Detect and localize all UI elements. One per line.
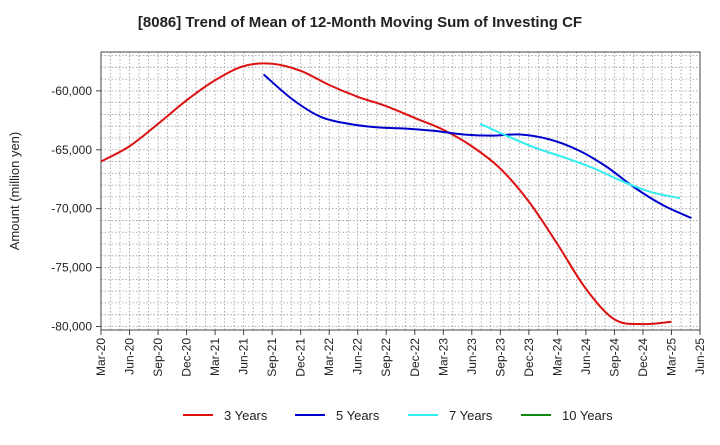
x-tick-label: Jun-20 — [123, 338, 137, 375]
x-tick-label: Dec-21 — [294, 338, 308, 377]
x-tick-label: Mar-24 — [550, 338, 564, 376]
x-tick-label: Mar-25 — [664, 338, 678, 376]
x-tick-label: Dec-20 — [180, 338, 194, 377]
series-line-5-years — [262, 73, 692, 220]
legend-label: 3 Years — [224, 408, 268, 423]
x-tick-label: Sep-23 — [493, 338, 507, 377]
x-tick-label: Sep-20 — [151, 338, 165, 377]
x-tick-label: Mar-23 — [436, 338, 450, 376]
legend-label: 7 Years — [449, 408, 493, 423]
x-tick-label: Dec-24 — [636, 338, 650, 377]
x-tick-label: Sep-21 — [265, 338, 279, 377]
x-tick-label: Sep-22 — [379, 338, 393, 377]
x-tick-label: Mar-22 — [322, 338, 336, 376]
x-tick-label: Jun-21 — [237, 338, 251, 375]
x-tick-label: Dec-23 — [522, 338, 536, 377]
y-axis-label: Amount (million yen) — [7, 132, 22, 251]
x-tick-label: Jun-23 — [465, 338, 479, 375]
series-line-7-years — [479, 122, 681, 200]
x-tick-label: Jun-25 — [693, 338, 707, 375]
y-tick-label: -80,000 — [51, 319, 92, 333]
x-tick-label: Jun-22 — [351, 338, 365, 375]
plot-area — [101, 52, 700, 330]
x-tick-label: Jun-24 — [579, 338, 593, 375]
series-line-3-years — [100, 62, 672, 326]
plot-frame — [100, 51, 701, 331]
y-tick-label: -75,000 — [51, 261, 92, 275]
x-tick-label: Dec-22 — [408, 338, 422, 377]
chart-title: [8086] Trend of Mean of 12-Month Moving … — [137, 14, 583, 31]
x-tick-label: Mar-20 — [94, 338, 108, 376]
x-tick-label: Sep-24 — [607, 338, 621, 377]
y-tick-label: -60,000 — [51, 84, 92, 98]
legend-label: 5 Years — [336, 408, 380, 423]
y-tick-label: -65,000 — [51, 143, 92, 157]
y-tick-label: -70,000 — [51, 202, 92, 216]
x-tick-label: Mar-21 — [208, 338, 222, 376]
legend-label: 10 Years — [562, 408, 613, 423]
